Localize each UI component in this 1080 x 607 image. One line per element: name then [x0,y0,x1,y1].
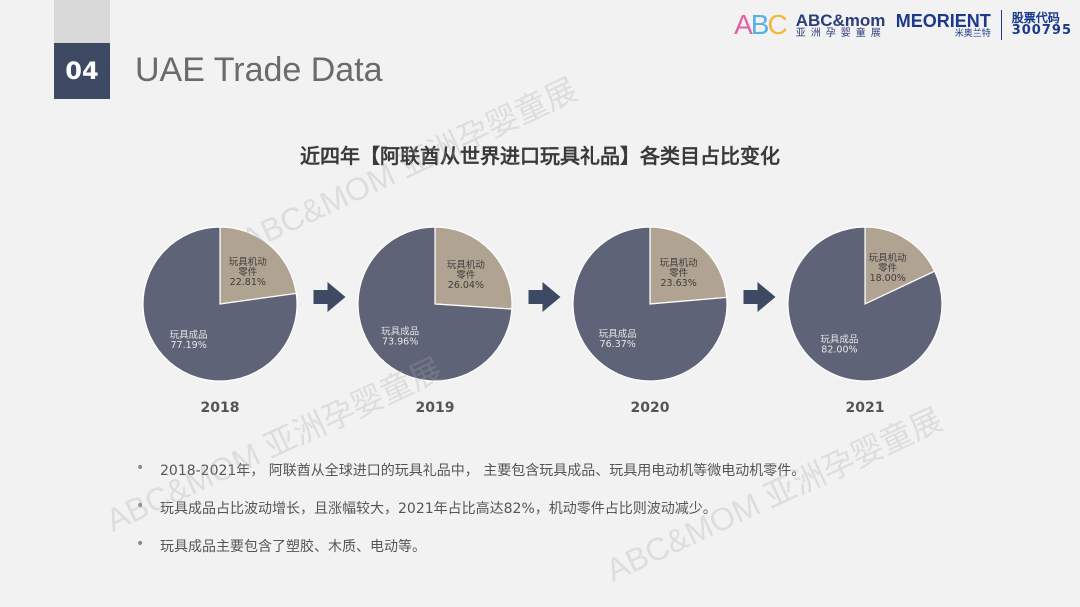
slice-label-parts: 玩具机动 [660,257,698,269]
abc-logo-text: ABC&mom [795,10,886,30]
meorient-logo-subtext: 米奥兰特 [954,28,991,39]
pie-slice-parts [434,226,513,310]
slice-label-parts: 18.00% [870,273,906,284]
slice-label-parts: 玩具机动 [447,259,485,271]
slice-label-parts: 26.04% [448,280,484,291]
slice-label-finished: 玩具成品 [381,326,419,338]
slice-label-finished: 76.37% [600,339,636,350]
year-label: 2019 [416,400,455,416]
year-label: 2020 [631,400,670,416]
stock-label: 股票代码 [1011,10,1060,25]
logo-divider [1000,10,1002,40]
arrow-right-icon [528,282,561,312]
year-label: 2018 [201,400,240,416]
slice-label-finished: 77.19% [171,340,207,351]
bullet-list: 2018-2021年， 阿联酋从全球进口的玩具礼品中， 主要包含玩具成品、玩具用… [136,460,805,574]
slice-label-finished: 玩具成品 [599,328,637,340]
pie-slice-parts [864,226,936,305]
pie-slice-parts [649,226,728,305]
slice-label-finished: 73.96% [382,337,418,348]
abc-logo-subtext: 亚洲孕婴童展 [795,27,886,39]
slice-label-parts: 零件 [669,267,689,279]
slice-label-parts: 零件 [456,269,476,281]
arrow-right-icon [313,282,346,312]
abc-logo: ABC&mom 亚洲孕婴童展 [796,12,886,39]
bullet-item: 玩具成品占比波动增长，且涨幅较大，2021年占比高达82%，机动零件占比则波动减… [136,498,805,518]
pie-slice-finished [787,226,943,382]
bullet-item: 2018-2021年， 阿联酋从全球进口的玩具礼品中， 主要包含玩具成品、玩具用… [136,460,805,480]
stock-code-block: 股票代码 300795 [1012,12,1072,38]
meorient-logo-text: MEORIENT [895,10,991,31]
header-logos: ABC ABC&mom 亚洲孕婴童展 MEORIENT 米奥兰特 股票代码 30… [734,6,1072,44]
slice-label-parts: 玩具机动 [229,256,267,268]
slice-label-parts: 22.81% [230,277,266,288]
page-title: UAE Trade Data [135,51,383,89]
section-accent [54,0,110,43]
pie-charts: 玩具机动零件22.81%玩具成品77.19%2018玩具机动零件26.04%玩具… [142,226,943,416]
slice-label-parts: 零件 [238,266,258,278]
pie-slice-finished [357,226,513,382]
year-label: 2021 [846,400,885,416]
pie-slice-finished [572,226,728,382]
slice-label-finished: 82.00% [821,344,857,355]
slice-label-parts: 23.63% [661,278,697,289]
slice-label-parts: 玩具机动 [869,252,907,264]
section-number-badge: 04 [54,43,110,99]
arrow-right-icon [743,282,776,312]
bullet-item: 玩具成品主要包含了塑胶、木质、电动等。 [136,536,805,556]
slice-label-parts: 零件 [878,262,898,274]
abc-logo-icon: ABC [734,9,788,40]
slice-label-finished: 玩具成品 [170,329,208,341]
pie-slice-finished [142,226,298,382]
slice-label-finished: 玩具成品 [820,333,858,345]
chart-title: 近四年【阿联酋从世界进口玩具礼品】各类目占比变化 [300,144,780,168]
stock-code: 300795 [1011,23,1072,39]
meorient-logo: MEORIENT 米奥兰特 [896,12,991,39]
pie-slice-parts [219,226,297,305]
